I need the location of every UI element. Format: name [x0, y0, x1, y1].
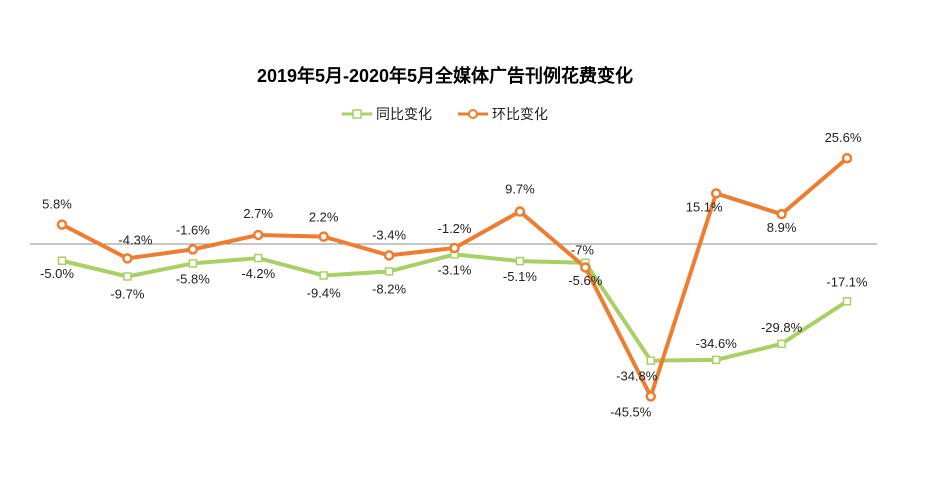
legend-marker-mom-icon [458, 109, 488, 119]
data-point-s1-7 [514, 206, 526, 217]
data-label-s0-12: -17.1% [826, 274, 868, 289]
data-label-s1-8: -7% [571, 242, 595, 257]
data-label-s0-5: -8.2% [372, 281, 406, 296]
data-label-s0-10: -34.6% [696, 336, 738, 351]
data-point-s0-10 [711, 355, 721, 365]
data-point-s0-1 [123, 272, 132, 281]
data-point-s1-11 [776, 208, 787, 220]
legend-item-mom: 环比变化 [458, 104, 548, 124]
data-point-s0-7 [515, 256, 525, 266]
data-label-s1-9: -45.5% [610, 404, 652, 419]
data-label-s1-4: 2.2% [309, 210, 339, 225]
data-label-s0-7: -5.1% [503, 269, 537, 284]
data-label-s0-11: -29.8% [761, 320, 803, 335]
data-point-s1-1 [122, 253, 133, 264]
data-label-s1-3: 2.7% [243, 206, 273, 221]
data-label-s0-6: -3.1% [438, 262, 472, 277]
data-point-s0-3 [254, 253, 263, 263]
series-layer: -5.0% -9.7% -5.8% -4.2% -9.4% -8.2% -3.1% -5.1%… [40, 130, 868, 419]
data-point-s0-9 [646, 356, 655, 365]
data-point-s1-5 [383, 250, 395, 261]
data-point-s1-12 [841, 152, 853, 164]
data-point-s0-4 [319, 271, 328, 280]
chart-title: 2019年5月-2020年5月全媒体广告刊例花费变化 [256, 66, 634, 86]
data-point-s1-3 [253, 229, 264, 241]
data-point-s0-12 [842, 297, 852, 306]
data-label-s1-6: -1.2% [438, 221, 472, 236]
data-label-s0-0: -5.0% [40, 266, 74, 281]
data-label-s1-1: -4.3% [118, 232, 152, 247]
data-label-s1-10: 15.1% [686, 199, 723, 214]
data-label-s0-9: -34.8% [616, 369, 658, 384]
data-point-s0-0 [57, 256, 67, 265]
data-label-s1-5: -3.4% [372, 227, 406, 242]
data-point-s0-5 [384, 267, 394, 276]
data-point-s1-4 [318, 231, 329, 242]
data-label-s1-12: 25.6% [825, 130, 862, 145]
data-label-s0-4: -9.4% [307, 285, 341, 300]
data-point-s1-6 [449, 242, 460, 254]
data-point-s1-10 [710, 188, 722, 199]
data-point-s1-0 [56, 219, 68, 230]
data-label-s0-2: -5.8% [176, 271, 210, 286]
data-label-s1-11: 8.9% [767, 220, 797, 235]
data-label-s1-0: 5.8% [42, 197, 72, 212]
data-label-s1-2: -1.6% [176, 222, 210, 237]
data-point-s0-11 [777, 339, 786, 349]
legend-label-mom: 环比变化 [492, 106, 548, 122]
legend-item-yoy: 同比变化 [342, 104, 432, 124]
data-point-s0-2 [188, 259, 198, 268]
data-label-s0-8: -5.6% [568, 273, 602, 288]
data-point-s1-8 [580, 262, 591, 273]
data-point-s1-9 [645, 391, 656, 402]
legend-label-yoy: 同比变化 [376, 106, 432, 122]
legend: 同比变化 环比变化 [0, 104, 890, 124]
legend-marker-yoy-icon [342, 109, 372, 119]
data-label-s0-1: -9.7% [110, 286, 144, 301]
data-point-s1-2 [187, 244, 199, 255]
data-label-s0-3: -4.2% [241, 266, 275, 281]
data-label-s1-7: 9.7% [505, 182, 535, 197]
